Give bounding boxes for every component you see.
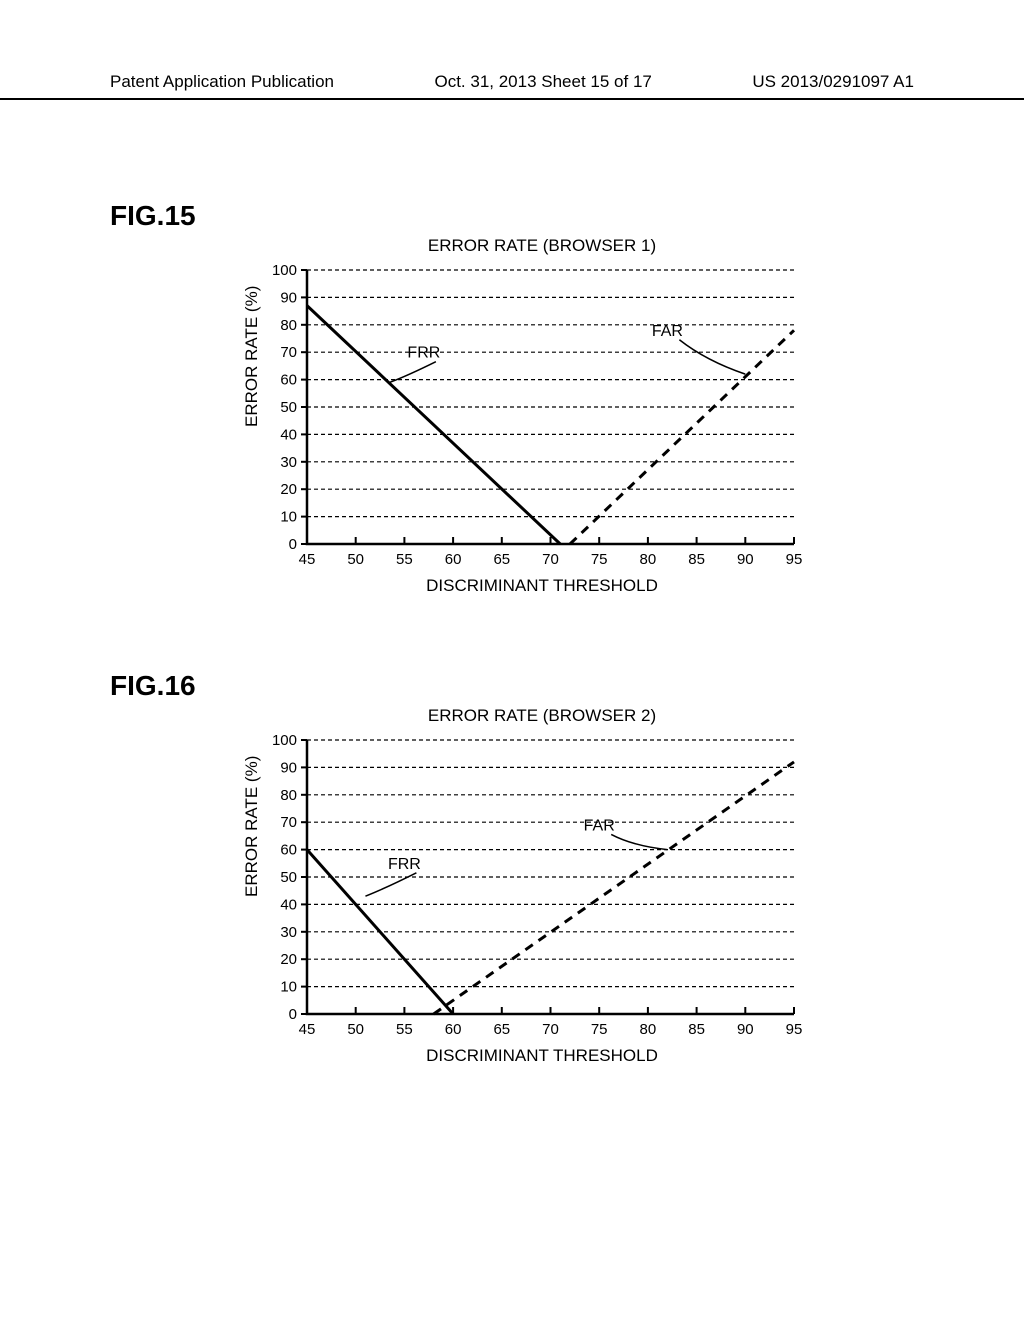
- svg-text:50: 50: [347, 1021, 364, 1038]
- fig15-chart: 0 10 20 30 40 50 60 70 80 90 100 45 50 55 60 65 70 75 80 85…: [262, 262, 802, 572]
- fig15-title: ERROR RATE (BROWSER 1): [170, 236, 914, 256]
- fig16-ylabel: ERROR RATE (%): [242, 877, 262, 897]
- svg-text:40: 40: [280, 896, 297, 913]
- svg-text:20: 20: [280, 951, 297, 968]
- svg-text:70: 70: [280, 344, 297, 361]
- svg-text:50: 50: [347, 551, 364, 568]
- svg-text:50: 50: [280, 869, 297, 886]
- svg-text:85: 85: [688, 551, 705, 568]
- svg-text:95: 95: [786, 1021, 802, 1038]
- svg-text:80: 80: [280, 317, 297, 334]
- svg-text:10: 10: [280, 509, 297, 526]
- fig15-label: FIG.15: [110, 200, 914, 232]
- svg-text:100: 100: [272, 262, 297, 279]
- svg-text:75: 75: [591, 1021, 608, 1038]
- svg-text:80: 80: [280, 787, 297, 804]
- svg-text:90: 90: [737, 551, 754, 568]
- svg-text:65: 65: [493, 551, 510, 568]
- fig16-chart: 0 10 20 30 40 50 60 70 80 90 100 45 50 55 60 65 70 75 80 85…: [262, 732, 802, 1042]
- svg-text:50: 50: [280, 399, 297, 416]
- svg-text:FRR: FRR: [388, 856, 421, 873]
- svg-text:30: 30: [280, 924, 297, 941]
- svg-text:90: 90: [280, 289, 297, 306]
- svg-text:80: 80: [640, 1021, 657, 1038]
- svg-text:60: 60: [445, 1021, 462, 1038]
- svg-text:20: 20: [280, 481, 297, 498]
- page-header: Patent Application Publication Oct. 31, …: [0, 72, 1024, 100]
- fig15-chart-wrap: ERROR RATE (%) 0 10 20 30 40 50 60 70 80 90 100 45 5…: [130, 262, 914, 572]
- svg-text:90: 90: [737, 1021, 754, 1038]
- header-center: Oct. 31, 2013 Sheet 15 of 17: [434, 72, 651, 92]
- svg-text:60: 60: [280, 372, 297, 389]
- svg-text:0: 0: [289, 536, 297, 553]
- svg-text:60: 60: [445, 551, 462, 568]
- fig15-ylabel: ERROR RATE (%): [242, 407, 262, 427]
- svg-text:55: 55: [396, 1021, 413, 1038]
- svg-text:0: 0: [289, 1006, 297, 1023]
- svg-text:30: 30: [280, 454, 297, 471]
- svg-text:70: 70: [542, 551, 559, 568]
- svg-text:55: 55: [396, 551, 413, 568]
- svg-text:90: 90: [280, 759, 297, 776]
- figure-16: FIG.16 ERROR RATE (BROWSER 2) ERROR RATE…: [110, 670, 914, 1066]
- svg-text:40: 40: [280, 426, 297, 443]
- svg-text:FAR: FAR: [584, 817, 615, 834]
- svg-text:100: 100: [272, 732, 297, 749]
- header-right: US 2013/0291097 A1: [752, 72, 914, 92]
- fig16-chart-wrap: ERROR RATE (%) 0 10 20 30 40 50 60 70 80 90 100 45 5…: [130, 732, 914, 1042]
- figure-15: FIG.15 ERROR RATE (BROWSER 1) ERROR RATE…: [110, 200, 914, 596]
- fig16-label: FIG.16: [110, 670, 914, 702]
- header-left: Patent Application Publication: [110, 72, 334, 92]
- svg-text:FRR: FRR: [407, 345, 440, 362]
- svg-text:70: 70: [280, 814, 297, 831]
- svg-text:80: 80: [640, 551, 657, 568]
- svg-text:45: 45: [299, 551, 316, 568]
- svg-text:70: 70: [542, 1021, 559, 1038]
- svg-text:FAR: FAR: [652, 323, 683, 340]
- svg-text:85: 85: [688, 1021, 705, 1038]
- svg-text:65: 65: [493, 1021, 510, 1038]
- fig16-title: ERROR RATE (BROWSER 2): [170, 706, 914, 726]
- svg-text:75: 75: [591, 551, 608, 568]
- svg-text:95: 95: [786, 551, 802, 568]
- svg-text:60: 60: [280, 842, 297, 859]
- fig16-xlabel: DISCRIMINANT THRESHOLD: [170, 1046, 914, 1066]
- svg-text:10: 10: [280, 979, 297, 996]
- fig15-xlabel: DISCRIMINANT THRESHOLD: [170, 576, 914, 596]
- svg-text:45: 45: [299, 1021, 316, 1038]
